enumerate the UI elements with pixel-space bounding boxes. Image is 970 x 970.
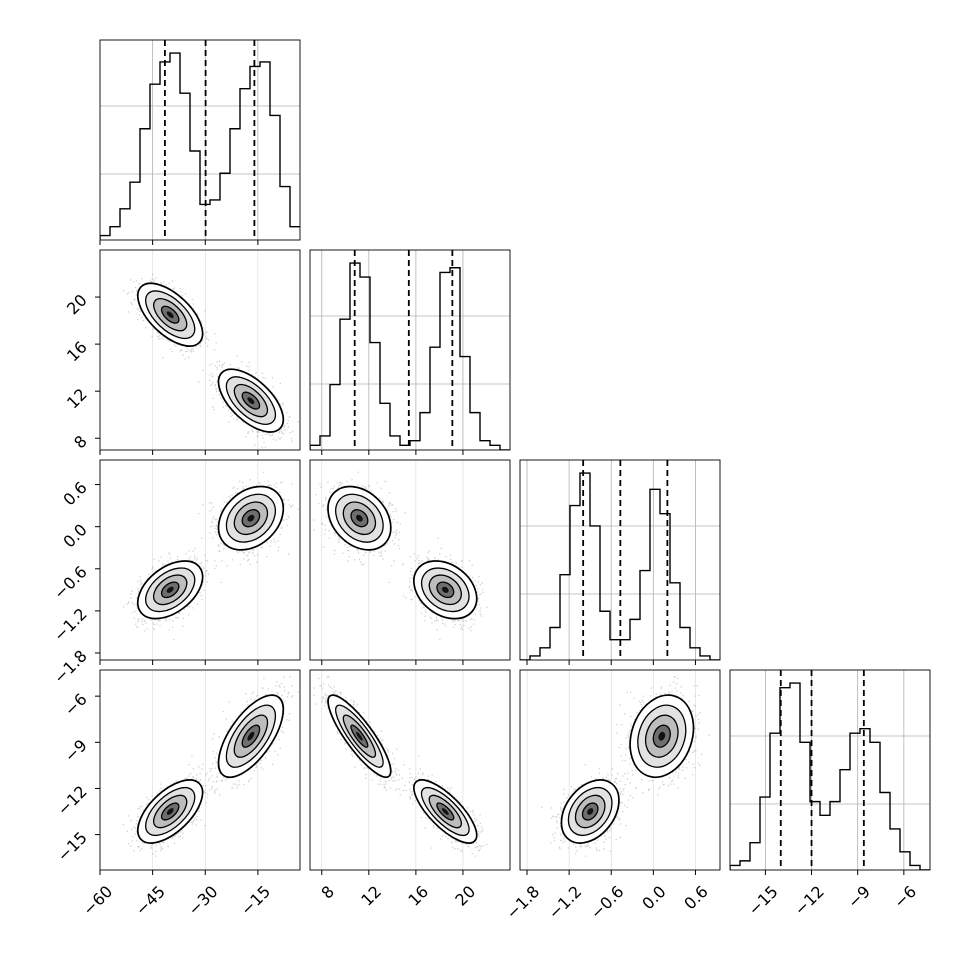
x-tick-label: −1.8 bbox=[502, 882, 543, 923]
x-tick-label: −30 bbox=[184, 882, 221, 919]
panel-frame bbox=[99, 669, 301, 871]
panel-content bbox=[100, 40, 300, 240]
y-tick-label: −6 bbox=[61, 690, 91, 720]
density-peak bbox=[166, 586, 174, 593]
density-mode bbox=[137, 779, 204, 844]
histogram-step bbox=[100, 52, 300, 240]
x-tick-label: 0.0 bbox=[638, 882, 669, 913]
density-mode bbox=[327, 485, 392, 551]
density-peak bbox=[441, 808, 449, 815]
density-mode bbox=[560, 779, 620, 844]
density-mode bbox=[137, 282, 204, 347]
x-tick-label: −6 bbox=[890, 882, 920, 912]
y-tick-label: 0.0 bbox=[59, 520, 90, 551]
density-peak bbox=[247, 514, 255, 522]
y-tick-label: 8 bbox=[70, 432, 91, 453]
panel-1-0 bbox=[95, 249, 301, 455]
panel-2-1 bbox=[309, 459, 511, 665]
density-peak bbox=[441, 586, 449, 593]
density-mode bbox=[217, 694, 285, 779]
panel-content bbox=[313, 460, 488, 660]
panel-frame bbox=[519, 459, 721, 661]
panel-frame bbox=[309, 459, 511, 661]
panel-2-0 bbox=[95, 459, 301, 665]
panel-content bbox=[122, 670, 299, 870]
density-peak bbox=[356, 731, 363, 741]
y-tick-label: 12 bbox=[63, 385, 91, 413]
density-mode bbox=[413, 560, 478, 620]
panel-0-0 bbox=[99, 39, 301, 245]
x-tick-label: −60 bbox=[79, 882, 116, 919]
panel-content bbox=[122, 250, 299, 450]
y-tick-label: −0.6 bbox=[50, 562, 91, 603]
density-mode bbox=[217, 368, 285, 433]
histogram-step bbox=[730, 682, 930, 870]
panel-content bbox=[526, 670, 710, 870]
panel-content bbox=[730, 670, 930, 870]
panel-content bbox=[520, 460, 720, 660]
x-tick-label: 0.6 bbox=[680, 882, 711, 913]
histogram-step bbox=[310, 262, 510, 450]
panel-frame bbox=[729, 669, 931, 871]
density-mode bbox=[327, 694, 392, 779]
panel-content bbox=[122, 460, 299, 660]
panel-frame bbox=[99, 39, 301, 241]
density-peak bbox=[247, 731, 255, 741]
panel-content bbox=[310, 250, 510, 450]
y-tick-label: −1.2 bbox=[50, 604, 91, 645]
panel-frame bbox=[309, 669, 511, 871]
x-tick-label: 12 bbox=[357, 882, 385, 910]
x-tick-label: −0.6 bbox=[587, 882, 628, 923]
panel-content bbox=[313, 670, 488, 870]
y-tick-label: −1.8 bbox=[50, 646, 91, 687]
y-tick-label: 0.6 bbox=[59, 478, 90, 509]
density-mode bbox=[217, 485, 285, 551]
y-tick-label: −12 bbox=[54, 782, 91, 819]
panel-3-0 bbox=[95, 669, 301, 875]
panel-3-3 bbox=[729, 669, 931, 875]
density-peak bbox=[587, 808, 594, 815]
panel-2-2 bbox=[519, 459, 721, 665]
y-tick-label: −9 bbox=[61, 736, 91, 766]
density-peak bbox=[356, 514, 363, 522]
x-tick-label: −9 bbox=[844, 882, 874, 912]
panel-frame bbox=[519, 669, 721, 871]
density-peak bbox=[166, 808, 174, 815]
y-tick-label: −15 bbox=[54, 828, 91, 865]
density-mode bbox=[413, 779, 478, 844]
x-tick-label: −1.2 bbox=[545, 882, 586, 923]
panel-3-2 bbox=[519, 669, 721, 875]
density-mode bbox=[136, 560, 204, 620]
panel-frame bbox=[99, 249, 301, 451]
density-mode bbox=[629, 694, 695, 779]
panel-frame bbox=[99, 459, 301, 661]
density-peak bbox=[247, 397, 255, 404]
y-tick-label: 20 bbox=[63, 290, 91, 318]
histogram-step bbox=[520, 472, 720, 660]
x-tick-label: 8 bbox=[317, 882, 338, 903]
density-peak bbox=[166, 311, 174, 319]
panel-3-1 bbox=[309, 669, 511, 875]
x-tick-label: −45 bbox=[132, 882, 169, 919]
x-tick-label: 16 bbox=[404, 882, 432, 910]
panel-frame bbox=[309, 249, 511, 451]
density-peak bbox=[658, 731, 666, 741]
x-tick-label: −15 bbox=[237, 882, 274, 919]
panel-1-1 bbox=[309, 249, 511, 455]
y-tick-label: 16 bbox=[63, 338, 91, 366]
x-tick-label: −12 bbox=[791, 882, 828, 919]
x-tick-label: 20 bbox=[451, 882, 479, 910]
x-tick-label: −15 bbox=[744, 882, 781, 919]
